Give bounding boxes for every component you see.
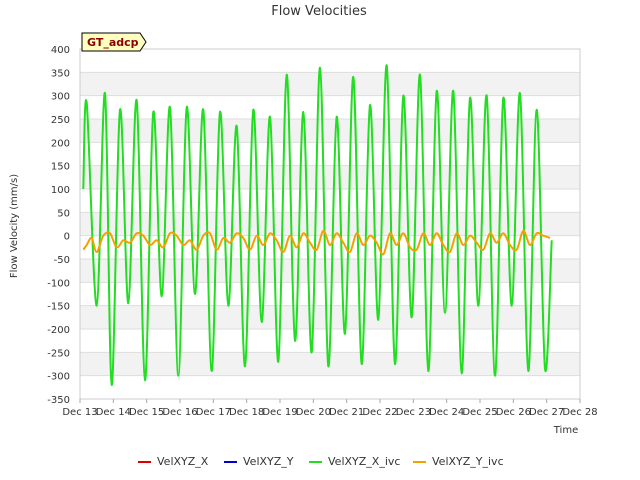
x-tick-label: Dec 22: [362, 407, 397, 418]
legend-label: VelXYZ_Y: [243, 455, 294, 468]
series-layer: [82, 64, 553, 387]
y-axis-ticks: -350 -300 -250 -200 -150 -100 -50 0 50 100 150 200 2…: [47, 45, 70, 406]
x-tick-label: Dec 21: [329, 407, 364, 418]
x-tick-label: Dec 18: [229, 407, 264, 418]
plot-band: [80, 352, 580, 376]
y-tick-label: 100: [51, 185, 70, 196]
y-tick-label: 200: [51, 138, 70, 149]
y-tick-label: 300: [51, 92, 70, 103]
legend-label: VelXYZ_X: [157, 455, 209, 468]
y-tick-label: -300: [47, 372, 70, 383]
y-tick-label: -350: [47, 395, 70, 406]
plot-band: [80, 212, 580, 236]
y-tick-label: -50: [54, 255, 70, 266]
x-tick-label: Dec 23: [396, 407, 431, 418]
x-tick-label: Dec 27: [529, 407, 564, 418]
legend-label: VelXYZ_Y_ivc: [432, 455, 504, 468]
x-tick-label: Dec 15: [129, 407, 164, 418]
x-tick-label: Dec 19: [262, 407, 297, 418]
x-tick-label: Dec 20: [296, 407, 331, 418]
y-tick-label: -100: [47, 278, 70, 289]
series-line-velxyz-x-ivc: [82, 64, 553, 387]
y-tick-label: 400: [51, 45, 70, 56]
plot-band: [80, 165, 580, 189]
legend-item-velxyz-x-ivc: VelXYZ_X_ivc: [309, 455, 400, 468]
x-tick-label: Dec 13: [62, 407, 97, 418]
station-badge-label: GT_adcp: [87, 36, 139, 49]
legend-item-velxyz-x: VelXYZ_X: [138, 455, 209, 468]
x-tick-label: Dec 28: [562, 407, 597, 418]
x-tick-label: Dec 26: [496, 407, 531, 418]
y-tick-label: 150: [51, 162, 70, 173]
x-axis-label: Time: [553, 425, 578, 436]
series-line-velxyz-y-ivc: [82, 229, 551, 256]
y-tick-label: -150: [47, 302, 70, 313]
station-badge: GT_adcp: [81, 32, 147, 52]
y-tick-label: 50: [57, 208, 70, 219]
x-tick-label: Dec 24: [429, 407, 464, 418]
x-tick-label: Dec 17: [196, 407, 231, 418]
plot-band: [80, 259, 580, 283]
plot-area: [79, 48, 581, 400]
x-tick-label: Dec 14: [96, 407, 131, 418]
plot-band: [80, 72, 580, 96]
legend: VelXYZ_X VelXYZ_Y VelXYZ_X_ivc VelXYZ_Y_ivc: [138, 455, 504, 468]
legend-item-velxyz-y: VelXYZ_Y: [224, 455, 294, 468]
y-tick-label: -250: [47, 348, 70, 359]
legend-label: VelXYZ_X_ivc: [328, 455, 400, 468]
x-tick-label: Dec 16: [162, 407, 197, 418]
y-tick-label: -200: [47, 325, 70, 336]
y-tick-label: 350: [51, 68, 70, 79]
y-tick-label: 250: [51, 115, 70, 126]
y-axis-label: Flow Velocity (mm/s): [9, 174, 20, 278]
x-tick-label: Dec 25: [462, 407, 497, 418]
y-tick-label: 0: [64, 232, 70, 243]
legend-item-velxyz-y-ivc: VelXYZ_Y_ivc: [413, 455, 504, 468]
chart-title: Flow Velocities: [271, 4, 367, 19]
